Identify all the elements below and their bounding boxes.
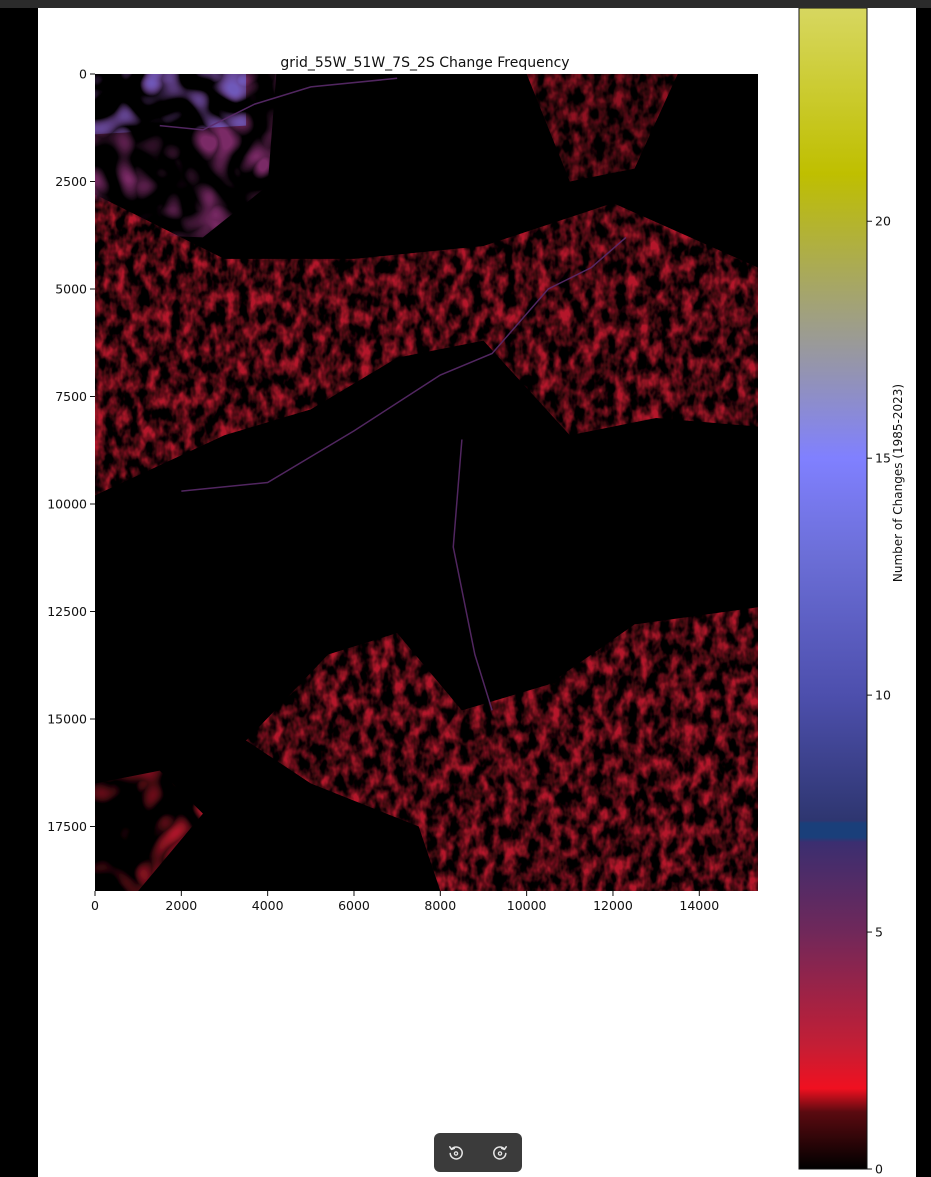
x-tick-label: 0 [91,898,99,913]
rotate-right-button[interactable] [485,1138,515,1168]
x-tick-label: 4000 [252,898,284,913]
y-tick-label: 15000 [47,712,87,727]
rotate-left-button[interactable] [441,1138,471,1168]
change-region [95,194,758,496]
rotate-counterclockwise-icon [449,1145,463,1160]
y-tick-label: 17500 [47,819,87,834]
chart-figure: grid_55W_51W_7S_2S Change Frequency 0 200… [47,8,905,1177]
y-tick-label: 12500 [47,604,87,619]
colorbar-tick-label: 15 [875,451,891,466]
colorbar-tick-label: 5 [875,925,883,940]
y-tick-label: 0 [79,67,87,82]
colorbar-tick-label: 10 [875,688,891,703]
x-tick-label: 14000 [679,898,719,913]
change-region [246,607,758,891]
colorbar-gradient [798,8,868,1170]
x-tick-label: 6000 [338,898,370,913]
river-line [159,77,398,131]
colorbar-tick-label: 0 [875,1162,883,1177]
rotate-clockwise-icon [493,1145,507,1160]
colorbar-tick-label: 20 [875,214,891,229]
image-toolbar [434,1133,522,1172]
x-tick-label: 10000 [507,898,547,913]
river-line [181,236,627,492]
chart-title: grid_55W_51W_7S_2S Change Frequency [280,55,569,71]
change-region [95,770,203,891]
y-tick-label: 5000 [55,282,87,297]
colorbar: 0 5 10 15 20 [798,8,891,1177]
y-tick-label: 7500 [55,389,87,404]
river-line [452,439,493,711]
change-region [95,74,247,135]
y-axis: 0 2500 5000 7500 10000 12500 15000 17500 [47,67,95,834]
x-axis: 0 2000 4000 6000 8000 10000 12000 14000 [91,891,719,913]
x-tick-label: 2000 [165,898,197,913]
x-tick-label: 8000 [424,898,456,913]
y-tick-label: 2500 [55,174,87,189]
change-region [526,74,678,182]
image-viewer: grid_55W_51W_7S_2S Change Frequency 0 200… [38,8,916,1177]
x-tick-label: 12000 [593,898,633,913]
window-top-bar [0,0,931,8]
plot-area [95,74,758,891]
y-tick-label: 10000 [47,497,87,512]
colorbar-label: Number of Changes (1985-2023) [891,384,905,582]
